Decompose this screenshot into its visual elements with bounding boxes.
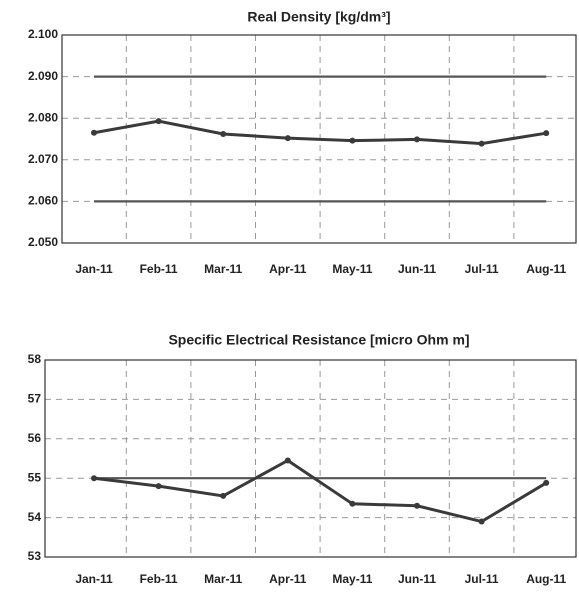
x-tick-label: Mar-11 [204,572,242,586]
x-tick-label: Apr-11 [269,262,307,276]
data-point [543,130,550,137]
y-tick-label: 2.090 [28,69,58,83]
x-tick-label: Jan-11 [75,572,113,586]
x-tick-label: Aug-11 [526,572,566,586]
x-tick-label: Feb-11 [140,262,178,276]
x-tick-label: Jun-11 [398,262,436,276]
chart-title: Specific Electrical Resistance [micro Oh… [168,332,469,348]
data-line [93,458,547,524]
x-tick-label: Feb-11 [140,572,178,586]
x-tick-label: Apr-11 [269,572,307,586]
data-point [155,118,162,125]
x-tick-label: Mar-11 [204,262,242,276]
data-point [284,457,291,464]
data-point [478,140,485,147]
data-point [284,135,291,142]
x-tick-label: Aug-11 [526,262,566,276]
data-point [478,518,485,525]
plot-frame [61,34,577,244]
plot-frame [44,359,577,558]
x-tick-label: Jun-11 [398,572,436,586]
y-tick-label: 2.100 [28,27,58,41]
chart-title: Real Density [kg/dm³] [247,9,390,25]
x-tick-label: Jan-11 [75,262,113,276]
data-line [93,119,547,146]
data-point [349,500,356,507]
x-tick-label: Jul-11 [465,572,499,586]
data-point [543,479,550,486]
data-point [349,137,356,144]
data-point [220,131,227,138]
data-point [155,483,162,490]
x-tick-label: May-11 [332,572,372,586]
x-tick-label: Jul-11 [465,262,499,276]
y-tick-label: 2.070 [28,152,58,166]
data-point [414,136,420,143]
y-tick-label: 2.050 [28,235,58,249]
y-tick-label: 55 [28,470,42,484]
data-point [220,492,227,499]
y-tick-label: 57 [28,392,42,406]
data-point [91,129,97,136]
y-tick-label: 2.060 [28,194,58,208]
y-tick-label: 54 [28,510,42,524]
y-tick-label: 53 [28,549,42,563]
y-tick-label: 56 [28,431,42,445]
x-tick-label: May-11 [332,262,372,276]
data-point [91,475,97,482]
y-tick-label: 2.080 [28,110,58,124]
data-point [414,502,420,509]
y-tick-label: 58 [28,352,42,366]
